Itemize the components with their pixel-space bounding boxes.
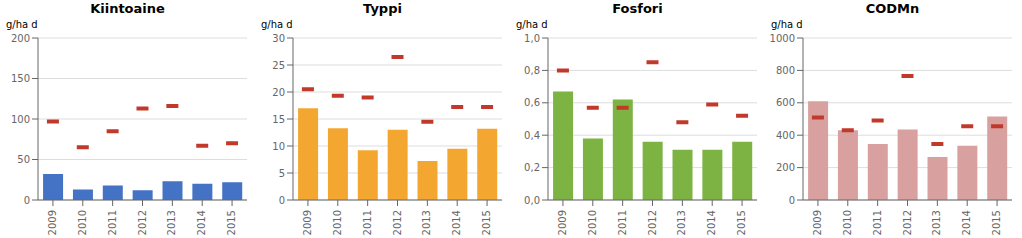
svg-text:2014: 2014 [196,210,207,235]
html-text:g/ha d: g/ha d [771,19,803,30]
svg-text:2012: 2012 [647,210,658,235]
svg-text:2009: 2009 [302,210,313,235]
svg-text:0,8: 0,8 [524,65,540,76]
svg-text:2015: 2015 [736,210,747,235]
svg-text:1,0: 1,0 [524,33,540,44]
svg-text:2013: 2013 [166,210,177,235]
svg-text:2015: 2015 [481,210,492,235]
svg-text:2009: 2009 [557,210,568,235]
svg-text:0: 0 [279,195,285,206]
svg-text:2015: 2015 [991,210,1002,235]
svg-text:25: 25 [272,60,285,71]
svg-text:2013: 2013 [931,210,942,235]
svg-text:600: 600 [776,97,795,108]
svg-text:2011: 2011 [872,210,883,235]
svg-text:5: 5 [279,168,285,179]
svg-text:2010: 2010 [587,210,598,235]
svg-text:200: 200 [776,162,795,173]
svg-text:2010: 2010 [77,210,88,235]
svg-text:2011: 2011 [107,210,118,235]
html-text:g/ha d: g/ha d [261,19,293,30]
svg-text:2015: 2015 [226,210,237,235]
html-text:g/ha d: g/ha d [6,19,38,30]
svg-text:200: 200 [11,33,30,44]
svg-text:0: 0 [789,195,795,206]
svg-text:10: 10 [272,141,285,152]
svg-text:2014: 2014 [451,210,462,235]
svg-text:2010: 2010 [842,210,853,235]
svg-text:2010: 2010 [332,210,343,235]
svg-text:15: 15 [272,114,285,125]
svg-text:100: 100 [11,114,30,125]
svg-text:0: 0 [24,195,30,206]
svg-text:2009: 2009 [47,210,58,235]
svg-text:2011: 2011 [617,210,628,235]
html-text:CODMn: CODMn [865,1,920,16]
svg-text:0,4: 0,4 [524,130,540,141]
svg-text:2011: 2011 [362,210,373,235]
svg-text:20: 20 [272,87,285,98]
html-text:Typpi: Typpi [363,1,402,16]
svg-text:2012: 2012 [392,210,403,235]
svg-text:150: 150 [11,73,30,84]
html-text:g/ha d: g/ha d [516,19,548,30]
svg-text:0,6: 0,6 [524,97,540,108]
svg-text:1000: 1000 [770,33,795,44]
svg-text:2012: 2012 [137,210,148,235]
svg-text:2012: 2012 [902,210,913,235]
svg-text:0,0: 0,0 [524,195,540,206]
html-text:Fosfori: Fosfori [612,1,663,16]
svg-text:2013: 2013 [676,210,687,235]
svg-text:800: 800 [776,65,795,76]
svg-text:0,2: 0,2 [524,162,540,173]
svg-text:2014: 2014 [961,210,972,235]
html-text:Kiintoaine: Kiintoaine [90,1,165,16]
svg-text:2014: 2014 [706,210,717,235]
svg-text:50: 50 [17,154,30,165]
svg-text:2013: 2013 [421,210,432,235]
svg-text:400: 400 [776,130,795,141]
svg-text:30: 30 [272,33,285,44]
svg-text:2009: 2009 [812,210,823,235]
